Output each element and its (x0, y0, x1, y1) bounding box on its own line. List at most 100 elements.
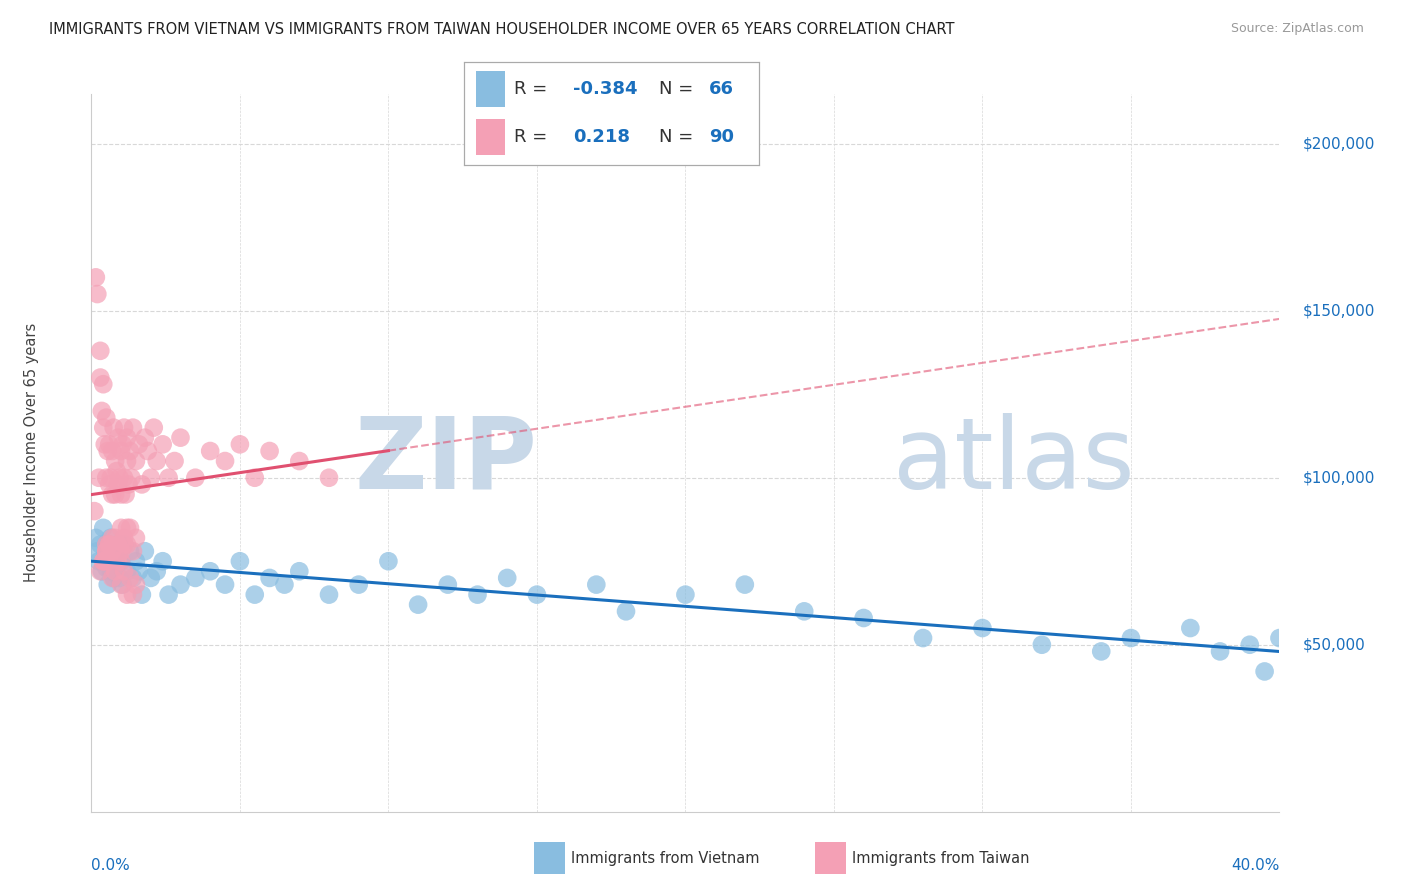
Point (118, 571, 141, 585)
Point (184, 471, 207, 485)
Point (134, 544, 156, 558)
Point (91, 554, 114, 568)
Point (115, 537, 138, 551)
Point (118, 544, 141, 558)
Point (1253, 665, 1275, 679)
Text: 0.0%: 0.0% (91, 858, 131, 873)
Point (101, 571, 124, 585)
Point (84, 531, 107, 545)
Point (1119, 631, 1142, 645)
Point (96, 410, 118, 425)
Point (112, 531, 135, 545)
Point (229, 554, 252, 568)
Point (496, 571, 519, 585)
Point (585, 577, 607, 591)
Point (121, 471, 143, 485)
Point (112, 420, 135, 434)
Text: Immigrants from Taiwan: Immigrants from Taiwan (852, 851, 1029, 865)
Point (96, 471, 118, 485)
Point (318, 588, 340, 602)
Point (86, 287, 108, 301)
Point (117, 477, 139, 491)
Point (122, 588, 145, 602)
Point (98, 554, 121, 568)
Point (98, 437, 121, 451)
Point (243, 588, 266, 602)
Point (96, 544, 118, 558)
Point (115, 521, 138, 535)
Point (110, 554, 132, 568)
Point (104, 531, 127, 545)
Point (91, 377, 114, 392)
Point (157, 588, 180, 602)
Point (214, 454, 236, 468)
Point (91, 554, 114, 568)
Point (1239, 638, 1261, 652)
Point (259, 571, 281, 585)
Point (104, 487, 127, 501)
Text: $100,000: $100,000 (1303, 470, 1375, 485)
Point (86, 544, 108, 558)
Point (94, 550, 117, 565)
Point (169, 431, 191, 445)
Text: atlas: atlas (893, 412, 1135, 509)
Text: $200,000: $200,000 (1303, 136, 1375, 152)
Point (157, 471, 180, 485)
Point (122, 544, 145, 558)
Point (100, 531, 122, 545)
Text: $50,000: $50,000 (1303, 637, 1367, 652)
Point (98, 537, 121, 551)
Point (142, 420, 165, 434)
Point (112, 537, 135, 551)
Point (122, 571, 145, 585)
Text: Source: ZipAtlas.com: Source: ZipAtlas.com (1230, 22, 1364, 36)
Point (101, 554, 124, 568)
Point (87, 471, 110, 485)
Point (347, 577, 370, 591)
Point (128, 437, 150, 451)
Point (214, 577, 236, 591)
Point (84, 270, 107, 285)
Point (100, 471, 122, 485)
Point (1209, 644, 1232, 658)
Point (97, 577, 120, 591)
Point (89, 564, 111, 578)
Point (734, 577, 756, 591)
Point (98, 537, 121, 551)
Point (104, 454, 127, 468)
Point (101, 544, 124, 558)
Point (91, 420, 114, 434)
Point (103, 571, 125, 585)
Point (125, 577, 148, 591)
Point (108, 571, 131, 585)
Text: $150,000: $150,000 (1303, 303, 1375, 318)
Point (90, 564, 112, 578)
Point (91, 521, 114, 535)
Point (112, 471, 135, 485)
Point (377, 554, 399, 568)
Point (101, 444, 124, 458)
Point (112, 564, 135, 578)
Text: R =: R = (515, 79, 553, 97)
Point (112, 537, 135, 551)
Point (89, 370, 111, 384)
Point (200, 564, 222, 578)
Point (110, 521, 132, 535)
Text: 66: 66 (709, 79, 734, 97)
Point (111, 437, 134, 451)
Point (793, 604, 815, 618)
Point (288, 564, 311, 578)
Point (96, 544, 118, 558)
Point (118, 444, 141, 458)
Point (89, 343, 111, 358)
Text: 90: 90 (709, 128, 734, 145)
Point (115, 588, 138, 602)
Point (98, 477, 121, 491)
Bar (475, 119, 505, 155)
Point (163, 454, 186, 468)
Point (243, 471, 266, 485)
Text: Householder Income Over 65 years: Householder Income Over 65 years (24, 323, 39, 582)
Point (972, 621, 994, 635)
Point (111, 577, 134, 591)
Point (200, 444, 222, 458)
